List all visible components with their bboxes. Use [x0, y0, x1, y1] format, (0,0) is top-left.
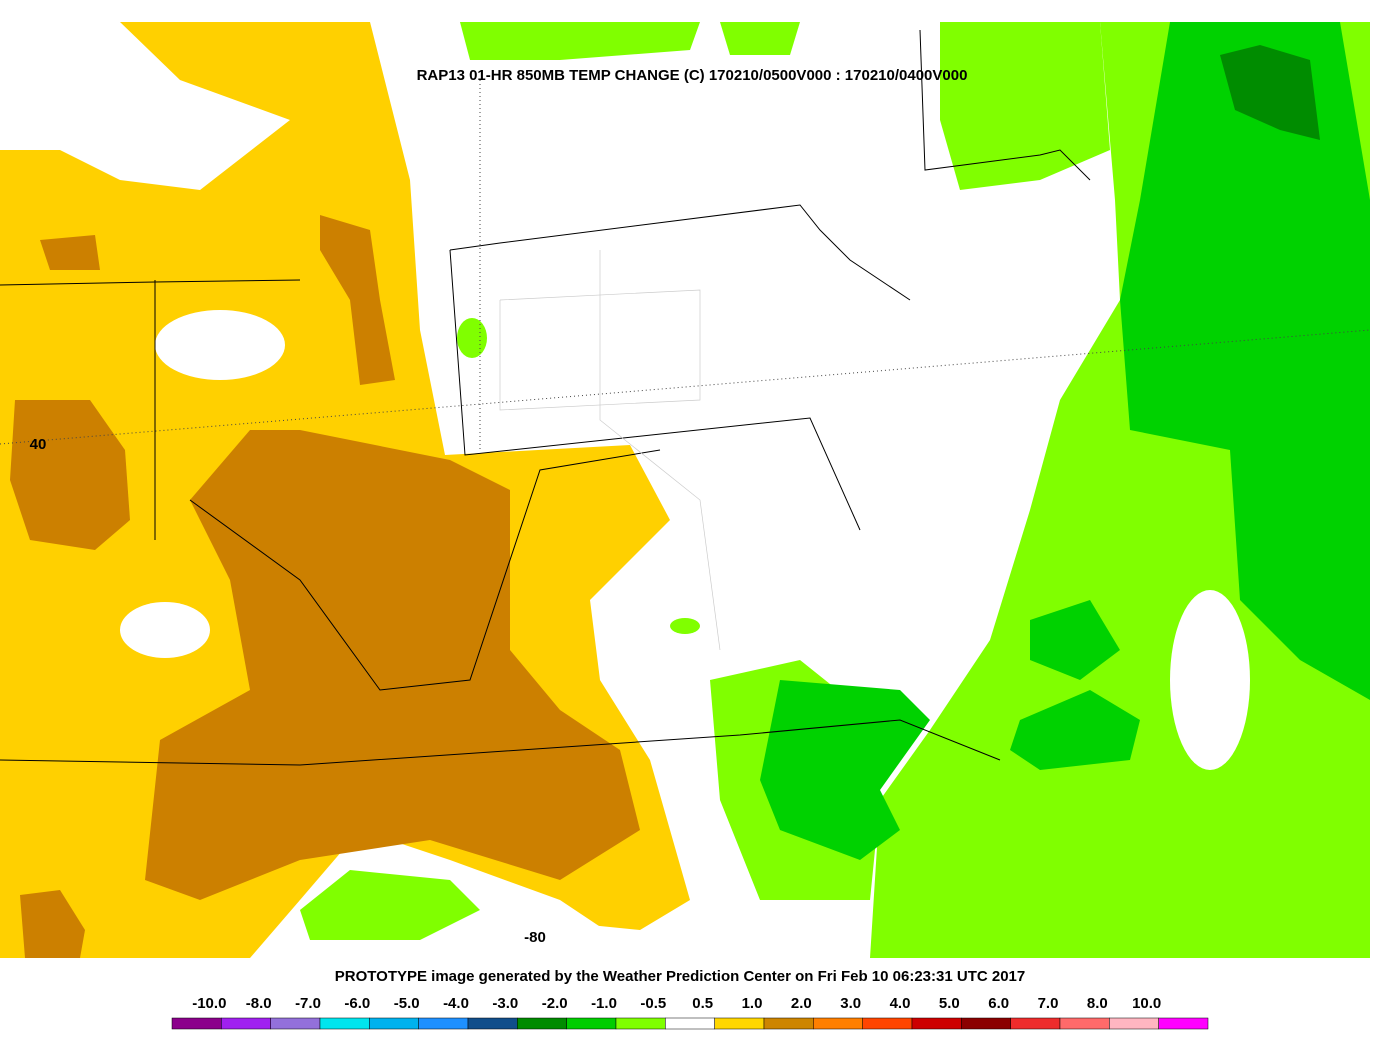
color-swatch: [813, 1017, 863, 1030]
legend-label: 5.0: [939, 995, 960, 1012]
legend-label: 1.0: [742, 995, 763, 1012]
cool-area: [720, 22, 800, 55]
warmer-area: [20, 890, 85, 958]
color-swatch: [615, 1017, 666, 1030]
county-border: [499, 289, 701, 411]
warmer-area: [40, 235, 100, 270]
color-swatch: [911, 1017, 962, 1030]
legend-label: 2.0: [791, 995, 812, 1012]
legend-label: -6.0: [344, 995, 370, 1012]
legend-label: 8.0: [1087, 995, 1108, 1012]
color-swatch: [1059, 1017, 1110, 1030]
color-swatch: [763, 1017, 814, 1030]
legend-label: -5.0: [394, 995, 420, 1012]
map-title: RAP13 01-HR 850MB TEMP CHANGE (C) 170210…: [417, 67, 968, 84]
legend-label: 0.5: [692, 995, 713, 1012]
state-border: [449, 249, 861, 531]
legend-label: -0.5: [640, 995, 666, 1012]
footer-text: PROTOTYPE image generated by the Weather…: [335, 968, 1025, 985]
legend-label: -10.0: [192, 995, 226, 1012]
color-swatch: [566, 1017, 617, 1030]
state-border: [449, 204, 911, 301]
white-area: [1170, 590, 1250, 770]
color-swatch: [961, 1017, 1011, 1030]
cool-area: [460, 22, 700, 60]
legend-label: -2.0: [542, 995, 568, 1012]
color-swatch: [270, 1017, 321, 1030]
lat-label: 40: [30, 436, 47, 453]
map: 40 -80: [0, 22, 1371, 958]
cooler-area: [1030, 600, 1120, 680]
color-swatch: [1010, 1017, 1061, 1030]
color-swatch: [1109, 1017, 1159, 1030]
color-swatch: [714, 1017, 765, 1030]
legend-label: -4.0: [443, 995, 469, 1012]
state-border: [0, 719, 1001, 766]
legend-label: -1.0: [591, 995, 617, 1012]
legend-label: 4.0: [890, 995, 911, 1012]
cooler-area: [1120, 22, 1370, 700]
legend-label: -8.0: [246, 995, 272, 1012]
warmer-area: [10, 400, 130, 550]
state-border: [189, 449, 661, 691]
legend-label: 3.0: [840, 995, 861, 1012]
cool-area: [670, 618, 700, 634]
color-swatch: [319, 1017, 370, 1030]
color-swatch: [517, 1017, 567, 1030]
state-border: [0, 279, 301, 286]
cooler-area: [760, 680, 930, 860]
white-area: [155, 310, 285, 380]
color-swatch: [369, 1017, 419, 1030]
state-border: [919, 29, 1091, 181]
lon-label: -80: [524, 929, 546, 946]
cool-area: [457, 318, 487, 358]
warmer-area: [320, 215, 395, 385]
color-swatch: [221, 1017, 271, 1030]
county-border: [599, 250, 721, 651]
color-swatch: [862, 1017, 913, 1030]
legend-label: 10.0: [1132, 995, 1161, 1012]
cool-area: [300, 870, 480, 940]
legend: -10.0 -8.0 -7.0 -6.0 -5.0 -4.0 -3.0 -2.0 -1.0 -0.…: [171, 995, 1209, 1030]
cooler-area: [1010, 690, 1140, 770]
legend-label: 7.0: [1038, 995, 1059, 1012]
legend-label: 6.0: [988, 995, 1009, 1012]
color-swatch: [467, 1017, 518, 1030]
color-swatch: [171, 1017, 222, 1030]
legend-label: -3.0: [492, 995, 518, 1012]
coolest-area: [1220, 45, 1320, 140]
cool-area: [940, 22, 1110, 190]
warmer-area: [145, 430, 640, 900]
legend-label: -7.0: [295, 995, 321, 1012]
color-swatch: [665, 1017, 715, 1030]
color-swatch: [418, 1017, 469, 1030]
white-area: [120, 602, 210, 658]
color-swatch: [1158, 1017, 1209, 1030]
